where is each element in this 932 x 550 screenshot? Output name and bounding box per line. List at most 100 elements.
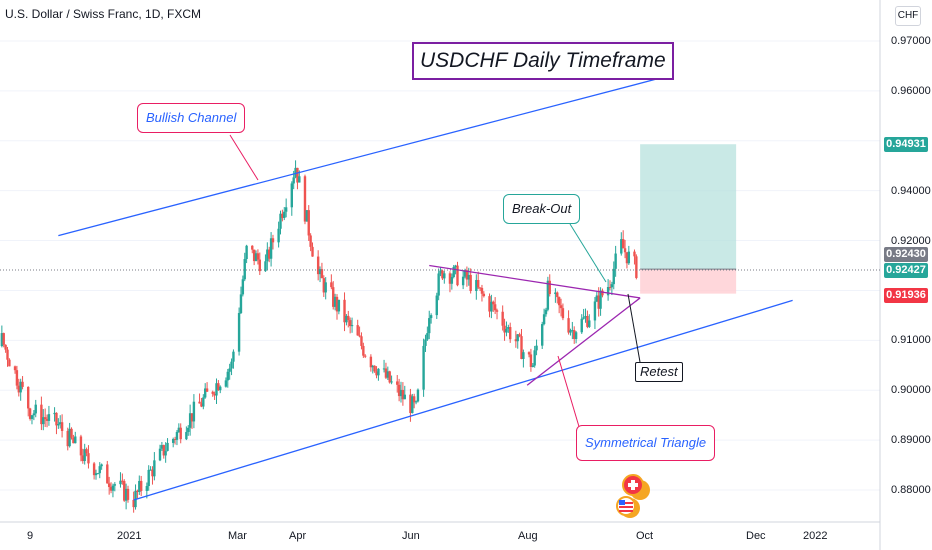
- profit-zone: [640, 144, 737, 270]
- candle-body: [111, 485, 115, 491]
- candle-body: [296, 167, 299, 183]
- y-tick-label: 0.89000: [891, 434, 931, 446]
- candle-body: [557, 297, 561, 306]
- candle-body: [345, 315, 348, 323]
- candle-body: [303, 176, 307, 222]
- currency-flag-icons: [616, 474, 650, 518]
- candle-body: [283, 211, 286, 218]
- candle-body: [30, 415, 34, 419]
- candle-body: [215, 383, 218, 396]
- candle-body: [490, 301, 493, 312]
- candle-body: [429, 315, 433, 319]
- bullish-channel-callout[interactable]: Bullish Channel: [137, 103, 246, 133]
- candle-body: [426, 333, 429, 340]
- candle-body: [145, 486, 149, 491]
- candle-body: [107, 483, 111, 488]
- candle-body: [185, 431, 188, 440]
- candle-body: [461, 276, 465, 286]
- candle-body: [241, 279, 245, 295]
- candle-body: [403, 394, 406, 400]
- candle-body: [435, 295, 438, 316]
- candle-body: [371, 365, 374, 368]
- candle-body: [388, 371, 391, 383]
- candle-body: [188, 413, 192, 428]
- candle-body: [608, 287, 612, 289]
- candle-body: [132, 499, 135, 508]
- currency-button[interactable]: CHF: [895, 6, 921, 26]
- candle-body: [139, 480, 143, 491]
- break-out-pointer: [569, 223, 607, 283]
- candle-body: [98, 466, 101, 474]
- candle-body: [428, 318, 431, 334]
- candle-body: [277, 228, 280, 243]
- candle-body: [588, 320, 591, 327]
- candle-body: [463, 270, 467, 277]
- candle-body: [520, 336, 523, 359]
- candle-body: [53, 412, 56, 415]
- candle-body: [527, 352, 531, 355]
- candle-body: [343, 299, 346, 323]
- candle-body: [601, 290, 604, 296]
- y-tick-label: 0.90000: [891, 384, 931, 396]
- candle-body: [124, 488, 128, 501]
- candle-body: [2, 333, 5, 345]
- candle-body: [307, 210, 310, 236]
- candle-body: [546, 280, 550, 310]
- candle-body: [94, 473, 98, 476]
- candle-body: [480, 287, 484, 294]
- chart-grid: [0, 40, 880, 491]
- drawing-lines: [58, 75, 793, 501]
- candle-body: [377, 368, 380, 376]
- candle-body: [269, 238, 273, 259]
- candle-body: [399, 389, 403, 397]
- candle-body: [448, 273, 452, 284]
- candle-body: [258, 259, 261, 272]
- candle-body: [192, 401, 196, 422]
- candle-body: [476, 280, 480, 288]
- candle-body: [548, 280, 551, 295]
- candle-body: [614, 253, 617, 269]
- candle-body: [268, 249, 271, 259]
- candle-body: [254, 253, 258, 262]
- candle-body: [531, 365, 534, 367]
- candle-body: [87, 453, 90, 464]
- candle-body: [187, 427, 190, 432]
- symmetrical-triangle-callout[interactable]: Symmetrical Triangle: [576, 425, 716, 461]
- candle-body: [226, 371, 229, 381]
- candle-body: [27, 386, 30, 409]
- candle-body: [627, 251, 631, 264]
- break-out-callout[interactable]: Break-Out: [503, 194, 581, 224]
- candle-body: [70, 428, 73, 438]
- candle-body: [322, 278, 326, 293]
- candle-body: [350, 325, 354, 327]
- triangle-lower-line: [526, 297, 641, 386]
- candle-body: [414, 401, 418, 403]
- current-price-badge: 0.92427: [884, 263, 928, 278]
- chart-title-box[interactable]: USDCHF Daily Timeframe: [412, 42, 674, 80]
- candle-body: [582, 317, 585, 319]
- candle-body: [542, 314, 546, 325]
- candle-body: [493, 304, 497, 311]
- candle-body: [412, 396, 416, 403]
- target-price-badge: 0.94931: [884, 137, 928, 152]
- loss-zone: [640, 269, 737, 294]
- candle-body: [245, 245, 248, 260]
- candle-body: [8, 359, 11, 367]
- candle-body: [452, 266, 455, 278]
- candle-body: [13, 366, 17, 371]
- candle-body: [584, 316, 587, 318]
- candle-body: [173, 438, 177, 440]
- candle-body: [0, 333, 4, 347]
- candle-body: [384, 368, 388, 378]
- candle-body: [335, 296, 339, 312]
- retest-callout[interactable]: Retest: [635, 362, 683, 382]
- candle-body: [559, 305, 563, 309]
- candle-body: [396, 381, 399, 385]
- candle-body: [482, 293, 486, 297]
- candle-body: [443, 273, 446, 279]
- candle-body: [15, 370, 19, 386]
- candle-body: [42, 417, 45, 425]
- candle-body: [138, 480, 141, 492]
- stop-price-badge: 0.91936: [884, 288, 928, 303]
